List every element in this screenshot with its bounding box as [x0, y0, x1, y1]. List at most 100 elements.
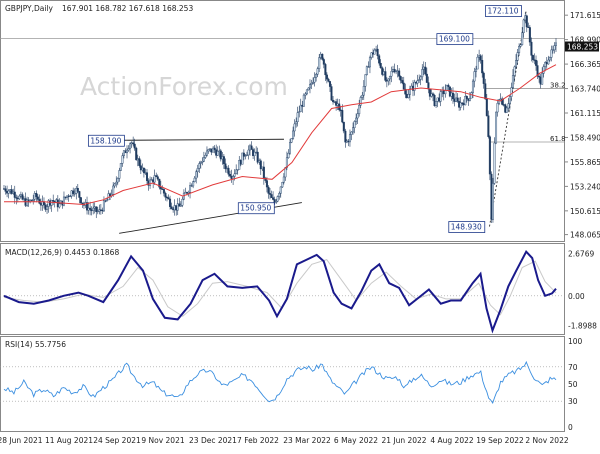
- candle-body: [312, 81, 315, 84]
- candle-body: [121, 155, 124, 164]
- price-ytick-label: 163.740: [570, 85, 600, 94]
- candle-body: [362, 86, 365, 96]
- candle-body: [353, 121, 356, 128]
- candle-body: [52, 200, 55, 202]
- candle-body: [181, 198, 184, 206]
- candle-body: [21, 194, 24, 200]
- candle-body: [330, 86, 333, 101]
- candle-body: [138, 158, 141, 166]
- candle-body: [86, 202, 89, 211]
- macd-ytick-label: 2.6769: [568, 250, 594, 259]
- candle-body: [281, 182, 284, 188]
- rsi-ytick-label: 30: [568, 397, 578, 406]
- x-axis-label: 11 Aug 2021: [45, 436, 93, 445]
- candle-body: [92, 207, 95, 212]
- candle-body: [305, 89, 308, 95]
- rsi-ytick-label: 100: [568, 337, 583, 346]
- candle-body: [399, 76, 402, 81]
- candle-body: [327, 78, 330, 82]
- price-annotation-label: 169.100: [439, 35, 470, 44]
- candle-body: [139, 165, 142, 171]
- candle-body: [373, 49, 376, 55]
- candle-body: [481, 60, 484, 74]
- rsi-panel-frame: [0, 336, 565, 432]
- candle-body: [259, 160, 262, 170]
- candle-body: [241, 152, 244, 165]
- candle-body: [427, 82, 430, 90]
- candle-body: [451, 92, 454, 100]
- candle-body: [119, 163, 122, 171]
- candle-body: [256, 151, 259, 163]
- candle-body: [156, 176, 159, 180]
- candle-body: [398, 70, 401, 77]
- candle-body: [192, 181, 195, 187]
- candle-body: [356, 113, 359, 119]
- candle-body: [387, 78, 390, 82]
- candle-body: [276, 196, 279, 202]
- candle-body: [402, 82, 405, 90]
- candle-body: [518, 46, 521, 53]
- candle-body: [468, 97, 471, 101]
- candle-body: [535, 59, 538, 66]
- candle-body: [302, 94, 305, 107]
- candle-body: [513, 66, 516, 76]
- candle-body: [470, 92, 473, 99]
- fib-label: 61.8: [550, 135, 566, 143]
- candle-body: [487, 115, 490, 137]
- candle-body: [521, 32, 524, 45]
- price-ohlc: 167.901 168.782 167.618 168.253: [62, 4, 193, 13]
- watermark: ActionForex.com: [80, 72, 288, 101]
- candle-body: [262, 166, 265, 179]
- candle-body: [416, 80, 419, 84]
- candle-body: [547, 59, 550, 65]
- candle-body: [536, 65, 539, 77]
- candle-body: [270, 194, 273, 198]
- price-annotation-box: [237, 202, 275, 215]
- candle-body: [4, 188, 7, 192]
- candle-body: [359, 97, 362, 106]
- candle-body: [298, 111, 301, 113]
- candle-body: [204, 155, 207, 158]
- candle-body: [127, 148, 130, 151]
- candle-body: [404, 88, 407, 95]
- last-price-label: 168.253: [567, 43, 598, 52]
- candle-body: [132, 142, 135, 145]
- candle-body: [484, 83, 487, 100]
- candle-body: [292, 130, 295, 139]
- price-ytick-label: 148.065: [570, 231, 600, 240]
- candle-body: [361, 94, 364, 98]
- candle-body: [122, 150, 125, 156]
- candle-body: [525, 15, 528, 28]
- candle-body: [507, 103, 510, 109]
- candle-body: [179, 205, 182, 207]
- candle-body: [96, 210, 99, 213]
- candle-body: [516, 52, 519, 61]
- candle-body: [471, 80, 474, 93]
- candle-body: [390, 71, 393, 77]
- candle-body: [279, 186, 282, 194]
- candle-body: [133, 143, 136, 149]
- candle-body: [290, 138, 293, 143]
- candle-body: [145, 172, 148, 181]
- candle-body: [245, 154, 248, 156]
- price-annotation-box: [485, 5, 522, 17]
- candle-body: [476, 56, 479, 70]
- candle-body: [232, 176, 235, 179]
- candle-body: [498, 99, 501, 104]
- candle-body: [205, 150, 208, 156]
- candle-body: [348, 134, 351, 143]
- candle-body: [447, 84, 450, 87]
- candle-body: [384, 71, 387, 81]
- x-axis-label: 23 Dec 2021: [189, 436, 237, 445]
- x-axis-label: 6 May 2022: [334, 436, 378, 445]
- macd-panel: 2.6769 0.00 -1.8988: [0, 250, 597, 334]
- candle-body: [169, 198, 172, 207]
- candle-body: [444, 90, 447, 95]
- candle-body: [235, 169, 238, 175]
- rsi-panel: 100 70 50 30 0: [0, 337, 583, 432]
- candle-body: [522, 19, 525, 33]
- price-annotation-label: 150.950: [240, 204, 271, 213]
- candle-body: [135, 147, 138, 161]
- candle-body: [126, 149, 129, 154]
